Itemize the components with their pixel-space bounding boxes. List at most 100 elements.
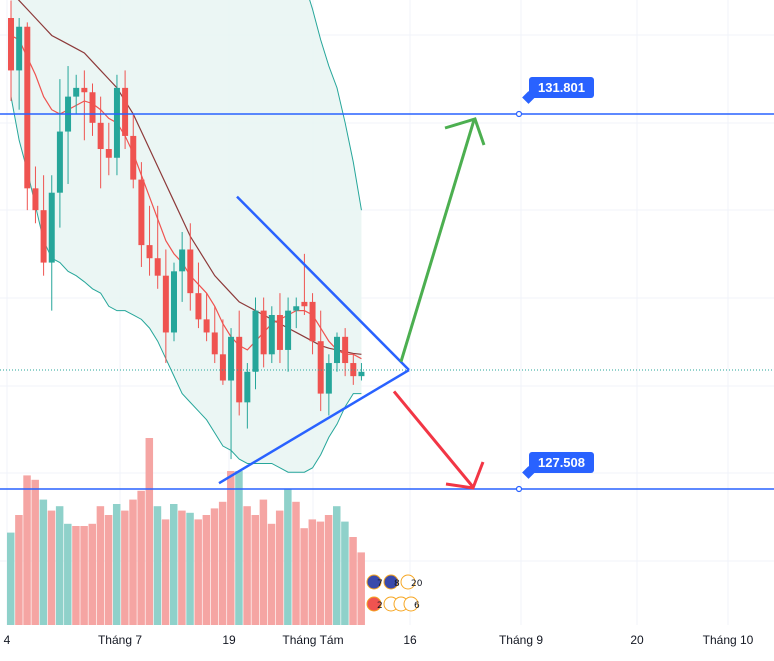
- candle-body: [48, 192, 55, 263]
- volume-bar: [284, 488, 292, 625]
- volume-bar: [243, 506, 251, 625]
- candle-body: [122, 87, 129, 136]
- event-marker-label: 8: [394, 579, 400, 589]
- candle-body: [285, 310, 292, 350]
- volume-bar: [72, 526, 80, 625]
- volume-bar: [7, 532, 15, 625]
- candle-body: [244, 371, 251, 403]
- candle-body: [260, 310, 267, 355]
- price-level-anchor: [515, 485, 523, 493]
- candle-body: [105, 149, 112, 158]
- bollinger-band: [10, 0, 362, 473]
- volume-bar: [267, 523, 276, 625]
- x-tick-label: Tháng 7: [97, 633, 143, 647]
- volume-bar: [235, 471, 243, 625]
- x-tick-label: 20: [630, 633, 644, 647]
- candle-body: [236, 336, 243, 403]
- x-tick-label: Tháng 9: [498, 633, 544, 647]
- volume-bar: [104, 515, 113, 625]
- volume-bar: [275, 510, 284, 625]
- candle-body: [334, 336, 340, 364]
- volume-bar: [80, 526, 88, 625]
- candle-body: [81, 87, 88, 93]
- candle-body: [325, 363, 332, 394]
- volume-bar: [64, 523, 72, 625]
- bearish-arrow-shaft: [392, 390, 475, 488]
- event-marker-label: 20: [411, 579, 423, 589]
- candle-body: [138, 179, 145, 246]
- volume-bar: [170, 504, 178, 625]
- event-marker-icon: [400, 574, 416, 590]
- volume-bar: [202, 515, 211, 625]
- candle-body: [56, 131, 63, 193]
- candle-body: [309, 301, 316, 342]
- volume-bar: [186, 512, 194, 625]
- price-level-badge-low[interactable]: 127.508: [529, 452, 594, 473]
- candle-body: [358, 371, 365, 377]
- candle-body: [89, 92, 96, 123]
- bollinger-fill: [11, 0, 362, 473]
- candle-body: [219, 354, 226, 381]
- volume-bar: [194, 519, 202, 625]
- volume-bars: [7, 438, 365, 625]
- event-marker-label: 2: [377, 601, 383, 611]
- candle-body: [342, 336, 349, 364]
- candle-body: [24, 26, 31, 189]
- volume-bar: [161, 519, 170, 625]
- price-level-anchor: [515, 110, 523, 118]
- candle-body: [301, 301, 308, 307]
- candle-body: [8, 18, 14, 71]
- bearish-arrow-head: [445, 461, 485, 490]
- bollinger-lower-line: [10, 96, 362, 473]
- candle-body: [113, 87, 120, 158]
- x-tick-label: 19: [222, 633, 236, 647]
- candle-body: [97, 122, 104, 150]
- event-marker-icon: [403, 596, 419, 612]
- candle-body: [16, 26, 23, 71]
- candle-body: [162, 275, 169, 333]
- volume-bar: [349, 537, 357, 625]
- event-marker-icon: [383, 574, 399, 590]
- event-marker-label: 7: [377, 579, 383, 589]
- candle-body: [73, 87, 80, 97]
- volume-bar: [210, 508, 219, 625]
- candle-body: [40, 210, 47, 263]
- candle-body: [350, 363, 357, 377]
- volume-bar: [316, 521, 325, 625]
- event-marker-label: 6: [414, 601, 420, 611]
- candle-body: [276, 314, 283, 350]
- event-marker-icon: [366, 596, 382, 612]
- volume-bar: [47, 510, 56, 625]
- x-tick-label: 4: [3, 633, 11, 647]
- volume-bar: [129, 499, 137, 625]
- slow-moving-average-line: [17, 0, 362, 355]
- event-marker-icon: [366, 574, 382, 590]
- volume-bar: [333, 506, 341, 625]
- volume-bar: [308, 519, 317, 625]
- volume-bar: [218, 501, 227, 625]
- volume-bar: [137, 490, 145, 625]
- volume-bar: [31, 479, 39, 625]
- candle-body: [32, 188, 39, 211]
- volume-bar: [292, 501, 300, 625]
- volume-bar: [300, 528, 308, 625]
- triangle-lower-trendline: [218, 368, 410, 485]
- candle-body: [268, 314, 275, 355]
- volume-bar: [145, 438, 154, 625]
- candle-body: [154, 258, 161, 276]
- candle-body: [171, 271, 177, 333]
- drawings: 78202636: [0, 110, 774, 612]
- volume-bar: [153, 506, 162, 625]
- volume-bar: [88, 523, 96, 625]
- x-tick-label: 16: [403, 633, 417, 647]
- volume-bar: [251, 515, 259, 625]
- candlesticks: [8, 0, 365, 460]
- x-tick-label: Tháng Tám: [282, 633, 344, 647]
- candle-body: [317, 341, 324, 394]
- volume-bar: [259, 499, 268, 625]
- candle-body: [179, 249, 186, 272]
- price-level-badge-high[interactable]: 131.801: [529, 77, 594, 98]
- bullish-arrow-head: [444, 117, 486, 146]
